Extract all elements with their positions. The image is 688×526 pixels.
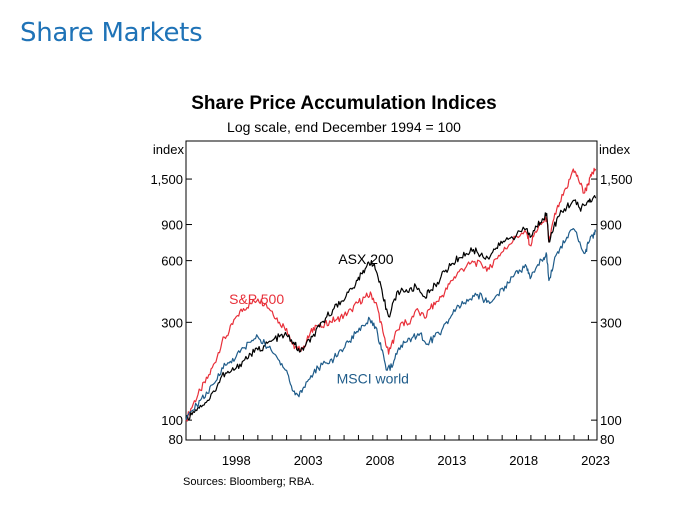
y-axis-unit-right: index [599,142,631,157]
x-tick-label: 2008 [366,453,395,468]
series-label-msci-world: MSCI world [337,370,409,386]
y-tick-label-right: 1,500 [600,172,633,187]
y-tick-label-right: 900 [600,218,622,233]
chart-source-note: Sources: Bloomberg; RBA. [183,476,315,488]
series-label-asx-200: ASX 200 [338,251,393,267]
y-tick-label-left: 900 [161,218,183,233]
y-tick-label-right: 300 [600,315,622,330]
x-tick-label: 1998 [222,453,251,468]
series-line-msci-world [185,228,597,421]
x-tick-label: 2023 [581,453,610,468]
chart-subtitle: Log scale, end December 1994 = 100 [227,119,461,135]
series-line-asx-200 [185,195,597,421]
y-tick-label-right: 600 [600,254,622,269]
y-tick-label-left: 1,500 [150,172,183,187]
y-tick-label-left: 100 [161,413,183,428]
x-tick-label: 2018 [509,453,538,468]
y-tick-label-right: 80 [600,432,614,447]
plot-frame [185,140,598,441]
y-tick-label-left: 80 [169,432,183,447]
y-axis-unit-left: index [153,142,185,157]
y-tick-label-right: 100 [600,413,622,428]
x-tick-label: 2003 [294,453,323,468]
series-label-s-p-500: S&P 500 [229,291,284,307]
y-tick-label-left: 300 [161,315,183,330]
x-tick-label: 2013 [437,453,466,468]
chart-title: Share Price Accumulation Indices [191,93,497,114]
page-title: Share Markets [20,18,203,48]
y-tick-label-left: 600 [161,254,183,269]
